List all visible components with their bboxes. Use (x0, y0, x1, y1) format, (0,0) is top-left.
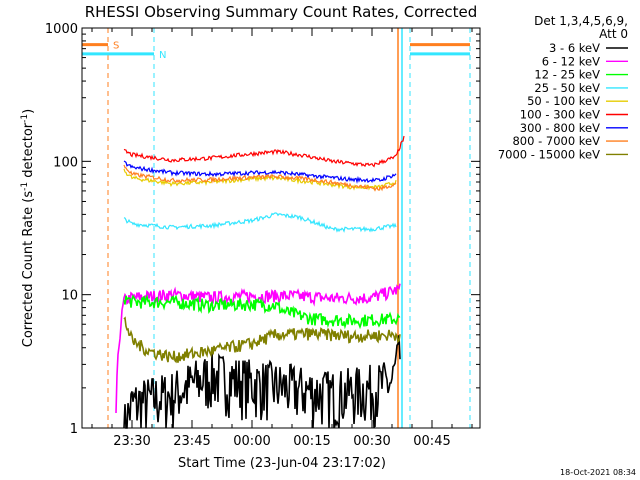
series-line (123, 168, 397, 191)
y-axis: 1 10 100 1000 (45, 22, 480, 437)
y-axis-label-part-1: Corrected Count Rate (s (21, 191, 36, 348)
marker-label: N (159, 50, 166, 61)
timestamp: 18-Oct-2021 08:34 (560, 468, 636, 477)
y-axis-label-part-3: ) (21, 109, 36, 114)
series-line (123, 294, 401, 330)
legend-label: 12 - 25 keV (534, 68, 600, 82)
plot-area: SN (82, 28, 471, 429)
series-line (123, 135, 405, 168)
y-tick-label: 100 (53, 155, 78, 170)
marker-label: S (113, 41, 119, 52)
legend-label: 800 - 7000 keV (512, 134, 600, 148)
legend-label: 25 - 50 keV (534, 81, 600, 95)
legend-label: 6 - 12 keV (542, 54, 600, 68)
series-line (123, 164, 397, 192)
y-tick-label: 1000 (45, 22, 78, 37)
x-tick-label: 00:45 (413, 434, 450, 449)
legend-label: 100 - 300 keV (520, 108, 600, 122)
y-axis-label-part-2: detector (21, 122, 36, 182)
plot-frame (81, 27, 481, 429)
y-tick-label: 1 (70, 422, 78, 437)
legend-header-line-1: Det 1,3,4,5,6,9, (534, 14, 628, 28)
x-tick-label: 00:00 (233, 434, 270, 449)
legend-header-line-2: Att 0 (599, 27, 628, 41)
series-line (123, 316, 401, 364)
legend-label: 300 - 800 keV (520, 121, 600, 135)
legend-label: 3 - 6 keV (549, 41, 600, 55)
legend-label: 7000 - 15000 keV (498, 147, 600, 161)
y-axis-label: Corrected Count Rate (s-1 detector-1) (20, 109, 36, 347)
x-tick-label: 00:30 (353, 434, 390, 449)
x-tick-label: 23:30 (113, 434, 150, 449)
y-tick-label: 10 (61, 289, 78, 304)
y-axis-label-sup-1: -1 (20, 182, 30, 191)
series-line (123, 160, 397, 184)
chart-title: RHESSI Observing Summary Count Rates, Co… (85, 3, 478, 21)
series-line (123, 212, 397, 233)
series-line (123, 335, 401, 429)
x-axis: 23:30 23:45 00:00 00:15 00:30 00:45 (91, 28, 473, 449)
x-tick-label: 00:15 (293, 434, 330, 449)
x-axis-label: Start Time (23-Jun-04 23:17:02) (178, 456, 386, 471)
y-axis-label-sup-2: -1 (20, 114, 30, 123)
legend-label: 50 - 100 keV (527, 94, 600, 108)
x-tick-label: 23:45 (173, 434, 210, 449)
